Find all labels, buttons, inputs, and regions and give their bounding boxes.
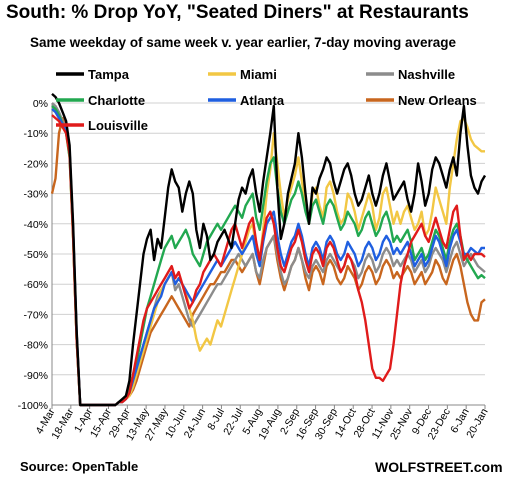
chart-subtitle: Same weekday of same week v. year earlie… [30, 35, 456, 50]
legend-label-louisville: Louisville [88, 118, 148, 133]
y-axis-tick-labels: 0% -10% -20% -30% -40% -50% -60% -70% -80% -90% -1… [18, 98, 48, 412]
y-tick-label: -70% [23, 309, 48, 321]
chart-title: South: % Drop YoY, "Seated Diners" at Re… [6, 2, 469, 23]
series-line-louisville [51, 114, 486, 407]
y-tick-label: -40% [23, 219, 48, 231]
legend: Tampa Miami Nashville Charlotte Atlanta New O… [56, 67, 477, 133]
y-tick-label: -90% [23, 370, 48, 382]
y-tick-label: -80% [23, 340, 48, 352]
y-tick-label: -100% [18, 400, 48, 412]
y-tick-label: -50% [23, 249, 48, 261]
y-tick-label: -20% [23, 158, 48, 170]
legend-label-new-orleans: New Orleans [398, 93, 477, 108]
y-tick-label: 0% [33, 98, 48, 110]
y-tick-label: -30% [23, 189, 48, 201]
legend-label-nashville: Nashville [398, 67, 455, 82]
y-tick-label: -10% [23, 128, 48, 140]
brand-watermark: WOLFSTREET.com [375, 459, 503, 475]
legend-label-charlotte: Charlotte [88, 93, 145, 108]
legend-label-atlanta: Atlanta [240, 93, 285, 108]
x-axis-tick-labels: 4-Mar18-Mar1-Apr15-Apr29-Apr13-May27-May… [33, 405, 491, 443]
y-tick-label: -60% [23, 279, 48, 291]
legend-label-miami: Miami [240, 67, 277, 82]
series-lines [50, 93, 487, 407]
series-line-tampa [51, 93, 487, 407]
gridlines [51, 102, 485, 406]
legend-label-tampa: Tampa [88, 67, 130, 82]
source-note: Source: OpenTable [20, 459, 139, 474]
